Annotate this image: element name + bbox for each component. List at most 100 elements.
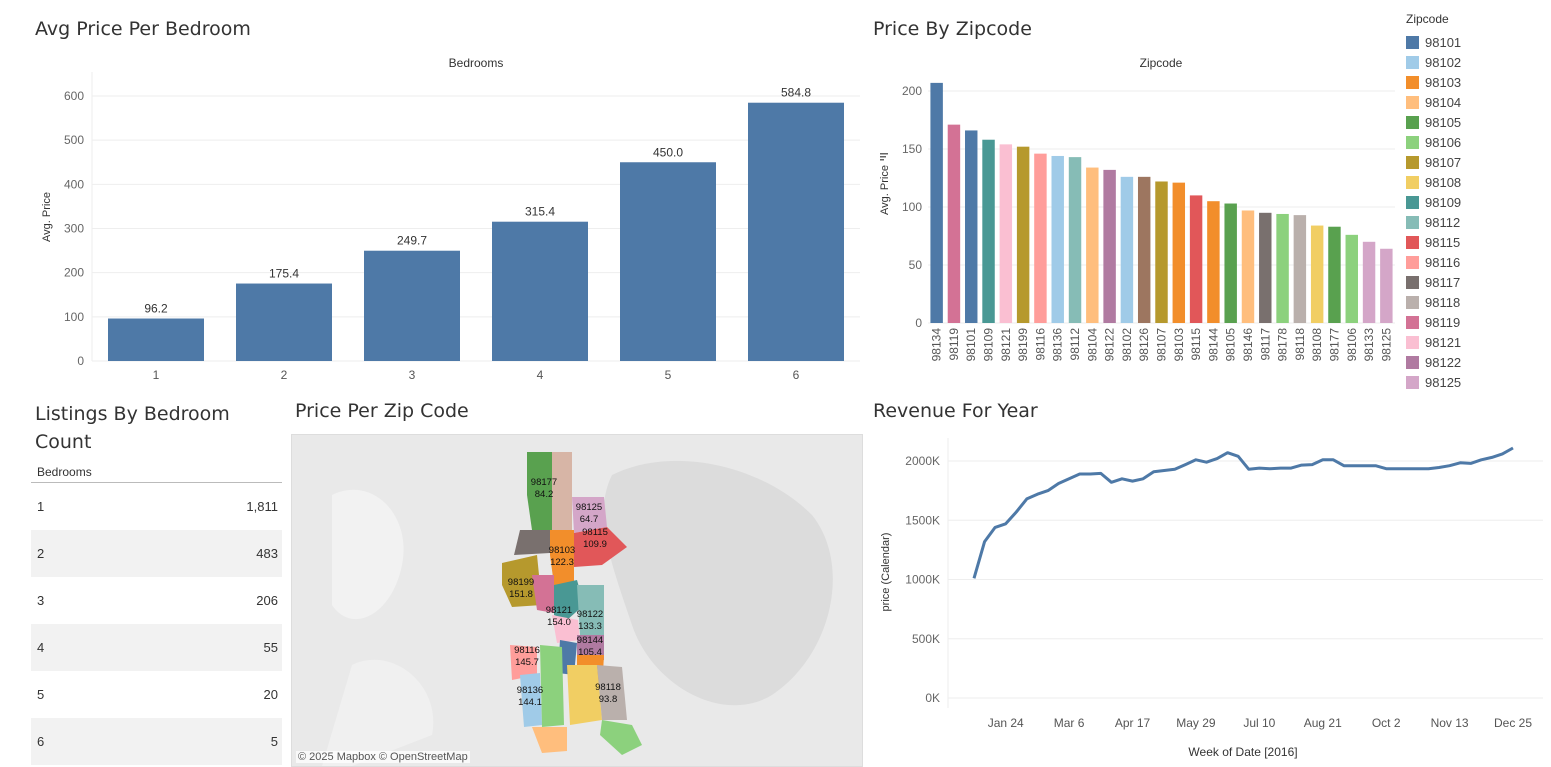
legend-label: 98109 xyxy=(1425,194,1462,210)
legend-item[interactable]: 98119 xyxy=(1398,312,1548,332)
x-tick-label: 98146 xyxy=(1241,328,1255,362)
legend-item[interactable]: 98118 xyxy=(1398,292,1548,312)
map-price-label: 144.1 xyxy=(518,697,542,708)
bar xyxy=(1293,215,1307,323)
bar-value-label: 96.2 xyxy=(144,302,168,316)
x-tick-label: 98103 xyxy=(1172,328,1186,362)
bar xyxy=(1328,226,1341,323)
x-tick-label: Aug 21 xyxy=(1304,716,1342,730)
y-tick-label: 500 xyxy=(64,133,84,147)
legend-item[interactable]: 98107 xyxy=(1398,152,1548,172)
y-tick-label: 600 xyxy=(64,89,84,103)
legend-item[interactable]: 98112 xyxy=(1398,212,1548,232)
x-tick-label: 98136 xyxy=(1051,328,1065,362)
table-row[interactable]: 3 206 xyxy=(31,577,282,624)
table-row[interactable]: 2 483 xyxy=(31,530,282,577)
legend-label: 98115 xyxy=(1425,234,1461,250)
map-price-label: 109.9 xyxy=(583,539,607,550)
land-patch-east xyxy=(603,460,833,706)
table-row[interactable]: 1 1,811 xyxy=(31,483,282,530)
legend-label: 98117 xyxy=(1425,274,1461,290)
bar xyxy=(364,250,460,361)
bar xyxy=(492,221,588,361)
x-tick-label: 98134 xyxy=(930,328,944,362)
bar xyxy=(1380,248,1393,323)
y-tick-label: 100 xyxy=(64,310,84,324)
y-tick-label: 50 xyxy=(909,258,923,272)
x-tick-label: 98117 xyxy=(1258,328,1272,361)
legend-item[interactable]: 98116 xyxy=(1398,252,1548,272)
x-tick-label: Jan 24 xyxy=(988,716,1024,730)
x-tick-label: 3 xyxy=(409,368,416,382)
bedrooms-cell: 5 xyxy=(37,687,45,702)
bedrooms-cell: 4 xyxy=(37,640,45,655)
legend-item[interactable]: 98125 xyxy=(1398,372,1548,392)
x-tick-label: 98115 xyxy=(1189,328,1203,361)
table-row[interactable]: 4 55 xyxy=(31,624,282,671)
legend-label: 98101 xyxy=(1425,34,1462,50)
legend-swatch xyxy=(1406,335,1419,349)
zipcode-column-header: Zipcode xyxy=(1140,56,1183,70)
map-zip-label: 98118 xyxy=(595,682,621,693)
legend-item[interactable]: 98102 xyxy=(1398,52,1548,72)
legend-item[interactable]: 98103 xyxy=(1398,72,1548,92)
legend-item[interactable]: 98109 xyxy=(1398,192,1548,212)
map-price-label: 64.7 xyxy=(580,514,599,525)
x-tick-label: 5 xyxy=(665,368,672,382)
bar xyxy=(1103,169,1116,323)
sort-icon[interactable] xyxy=(880,153,888,161)
legend-swatch xyxy=(1406,95,1419,109)
bar xyxy=(1068,157,1082,323)
listings-table: Bedrooms 1 1,811 2 483 3 206 4 55 5 20 6 5 xyxy=(31,462,282,765)
y-tick-label: 150 xyxy=(902,142,922,156)
legend-item[interactable]: 98122 xyxy=(1398,352,1548,372)
x-tick-label: 1 xyxy=(153,368,160,382)
y-tick-label: 400 xyxy=(64,177,84,191)
legend-label: 98121 xyxy=(1425,334,1462,350)
legend-item[interactable]: 98121 xyxy=(1398,332,1548,352)
bar xyxy=(1362,241,1376,323)
map-zip-label: 98121 xyxy=(546,605,572,616)
legend-label: 98125 xyxy=(1425,374,1462,390)
bar xyxy=(1051,155,1064,323)
zip-polygons[interactable] xyxy=(502,452,642,755)
map-price-label: 154.0 xyxy=(547,617,571,628)
revenue-line xyxy=(972,446,1514,579)
legend-item[interactable]: 98117 xyxy=(1398,272,1548,292)
legend-item[interactable]: 98104 xyxy=(1398,92,1548,112)
count-cell: 206 xyxy=(256,593,278,608)
bar xyxy=(930,82,943,323)
revenue-x-axis-label: Week of Date [2016] xyxy=(1188,745,1297,759)
price-by-zipcode-title: Price By Zipcode xyxy=(873,18,1032,40)
legend-item[interactable]: 98105 xyxy=(1398,112,1548,132)
bar-value-label: 584.8 xyxy=(781,86,811,100)
legend-item[interactable]: 98101 xyxy=(1398,32,1548,52)
legend-swatch xyxy=(1406,375,1419,389)
legend-label: 98104 xyxy=(1425,94,1462,110)
legend-label: 98102 xyxy=(1425,54,1462,70)
map-zip-label: 98144 xyxy=(577,635,603,646)
legend-swatch xyxy=(1406,255,1419,269)
table-row[interactable]: 5 20 xyxy=(31,671,282,718)
bar xyxy=(1086,167,1099,323)
x-tick-label: 98177 xyxy=(1327,328,1341,362)
x-tick-label: 98105 xyxy=(1224,328,1238,362)
bar xyxy=(947,124,961,323)
legend-label: 98105 xyxy=(1425,114,1462,130)
x-tick-label: 98118 xyxy=(1293,328,1307,361)
x-tick-label: 98199 xyxy=(1016,328,1030,362)
legend-label: 98108 xyxy=(1425,174,1462,190)
legend-swatch xyxy=(1406,295,1419,309)
zip-map[interactable]: 98177 84.2 98125 64.7 98115 109.9 98103 122.3 98… xyxy=(291,434,863,767)
x-tick-label: 98133 xyxy=(1362,328,1376,362)
avg-price-axis-label: Avg. Price xyxy=(41,192,53,242)
x-tick-label: 98121 xyxy=(999,328,1013,362)
map-price-label: 122.3 xyxy=(550,557,574,568)
legend-item[interactable]: 98106 xyxy=(1398,132,1548,152)
bar xyxy=(108,318,204,361)
legend-item[interactable]: 98108 xyxy=(1398,172,1548,192)
legend-item[interactable]: 98115 xyxy=(1398,232,1548,252)
legend-swatch xyxy=(1406,355,1419,369)
